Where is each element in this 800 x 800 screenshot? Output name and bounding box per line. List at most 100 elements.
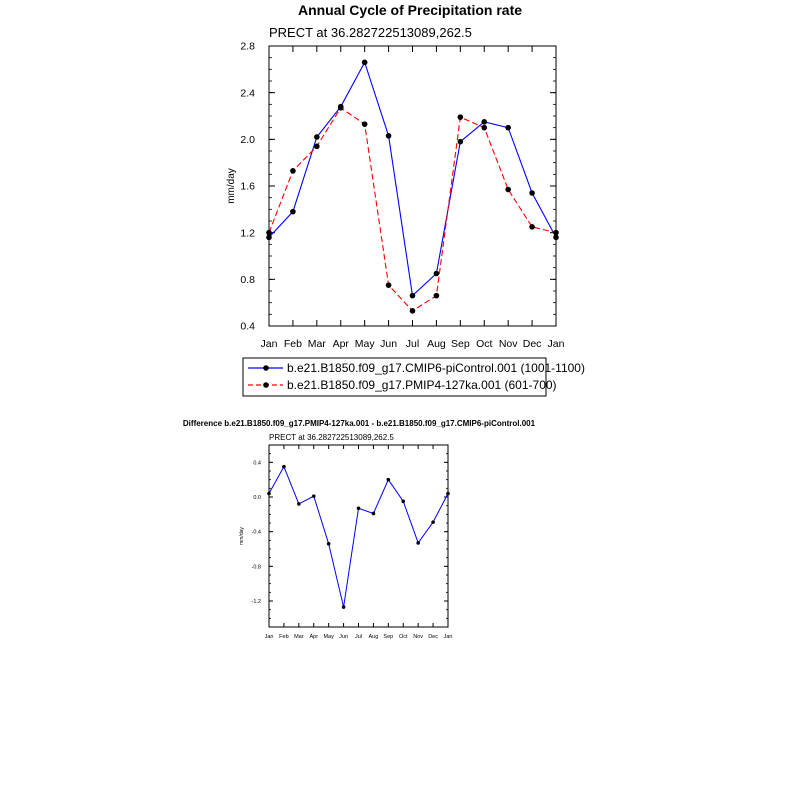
chart2-series-1-point: [416, 541, 420, 545]
chart1-series-2-point: [361, 121, 368, 127]
chart1-series-2-point: [409, 308, 416, 314]
chart2-xtick-label: May: [323, 634, 334, 640]
chart1-xtick-label: Jul: [406, 338, 419, 350]
chart2-ytick-label: -0.4: [252, 530, 261, 536]
chart2-ytick-label: 0.4: [253, 460, 261, 466]
chart1-xtick-label: Feb: [284, 338, 302, 350]
chart1-legend: b.e21.B1850.f09_g17.CMIP6-piControl.001 …: [242, 357, 585, 397]
legend-label-series-1: b.e21.B1850.f09_g17.CMIP6-piControl.001 …: [287, 361, 585, 375]
chart1-title: Annual Cycle of Precipitation rate: [298, 2, 522, 18]
chart1-xtick-label: Aug: [427, 338, 446, 350]
chart1-series-1-point: [553, 234, 559, 241]
chart1-xtick-label: Sep: [451, 338, 470, 350]
chart2-xtick-label: Jun: [339, 634, 348, 640]
chart1-series-1-point: [361, 59, 368, 66]
chart1-series-1-point: [505, 124, 511, 131]
chart2-xtick-label: Apr: [309, 634, 318, 640]
chart1-frame: [268, 45, 557, 327]
chart2-xtick-label: Aug: [369, 634, 379, 640]
chart2-series-1-point: [282, 464, 286, 469]
chart2-ytick-label: -1.2: [252, 599, 261, 605]
chart1-series-2-point: [481, 124, 488, 131]
chart2-subtitle: PRECT at 36.282722513089,262.5: [269, 433, 394, 442]
chart1-ytick-label: 2.0: [240, 134, 255, 146]
chart2-series-1-point: [356, 506, 361, 511]
chart1-ytick-label: 1.2: [240, 227, 255, 239]
chart2-series-1-point: [311, 494, 316, 498]
chart1-series-1-point: [385, 133, 392, 139]
chart2-series: [267, 464, 450, 609]
chart-difference: Difference b.e21.B1850.f09_g17.PMIP4-127…: [183, 419, 536, 640]
chart1-ytick-label: 0.4: [240, 321, 255, 333]
legend-marker-series-2: [263, 382, 269, 388]
chart1-series-2-point: [314, 143, 320, 150]
chart1-xtick-label: Nov: [499, 338, 518, 350]
chart2-ylabel: mm/day: [239, 527, 245, 545]
chart1-series-2-point: [529, 224, 535, 230]
chart1-series-2-point: [337, 105, 344, 111]
chart1-series-1-point: [529, 190, 535, 196]
chart1-series-2-point: [433, 292, 440, 299]
legend-marker-series-1: [263, 365, 269, 371]
chart2-xtick-label: Nov: [413, 634, 423, 640]
chart-annual-cycle: Annual Cycle of Precipitation rate PRECT…: [226, 2, 585, 397]
chart2-xtick-label: Jul: [355, 634, 362, 640]
chart2-xtick-label: Jan: [265, 634, 274, 640]
chart1-xtick-label: Jun: [380, 338, 397, 350]
chart2-series-1-point: [431, 520, 435, 524]
chart1-xtick-label: Jan: [261, 338, 278, 350]
chart2-series-1-point: [446, 491, 450, 496]
chart1-xtick-label: Dec: [523, 338, 542, 350]
chart2-title: Difference b.e21.B1850.f09_g17.PMIP4-127…: [183, 419, 536, 428]
chart2-xtick-label: Dec: [428, 634, 438, 640]
chart1-series-1-point: [481, 119, 488, 125]
chart1-series-1-point: [409, 292, 416, 299]
chart2-series-line-1: [268, 465, 449, 608]
chart2-series-1-point: [386, 477, 391, 482]
legend-label-series-2: b.e21.B1850.f09_g17.PMIP4-127ka.001 (601…: [287, 378, 557, 392]
chart1-series-1-point: [314, 134, 320, 140]
chart1-series-1-point: [433, 270, 440, 277]
chart1-subtitle: PRECT at 36.282722513089,262.5: [269, 25, 472, 40]
chart2-series-1-point: [401, 499, 406, 504]
chart2-xtick-label: Oct: [399, 634, 408, 640]
chart2-frame: [268, 444, 449, 628]
chart2-xtick-label: Sep: [383, 634, 393, 640]
chart2-xtick-label: Feb: [279, 634, 288, 640]
chart1-series-line-2: [268, 107, 557, 312]
chart2-xtick-label: Mar: [294, 634, 304, 640]
chart1-series-1-point: [266, 234, 272, 241]
chart1-ytick-label: 2.8: [240, 41, 255, 53]
chart1-xtick-label: Oct: [476, 338, 492, 350]
chart1-ytick-label: 0.8: [240, 274, 255, 286]
chart2-ytick-label: 0.0: [253, 495, 261, 501]
chart1-series-2-point: [385, 282, 392, 288]
chart2-series-1-point: [371, 511, 376, 516]
chart1-ylabel: mm/day: [226, 168, 237, 204]
chart2-xtick-label: Jan: [444, 634, 453, 640]
chart1-xtick-label: Jan: [548, 338, 565, 350]
chart2-series-1-point: [341, 605, 346, 609]
chart2-series-1-point: [297, 502, 301, 506]
chart1-series-1-point: [290, 208, 296, 215]
chart2-series-1-point: [267, 491, 271, 496]
legend-box: [242, 357, 547, 397]
chart1-xtick-label: Mar: [308, 338, 327, 350]
chart1-ticks: Jan Feb Mar Apr May Jun Jul Aug Sep Oct Nov Dec Jan 0…: [240, 41, 564, 350]
chart1-series-2-point: [290, 168, 296, 174]
chart2-ticks: Jan Feb Mar Apr May Jun Jul Aug Sep Oct Nov Dec Jan 0…: [252, 444, 453, 640]
chart1-ytick-label: 2.4: [240, 87, 255, 99]
chart1-series: [266, 59, 559, 314]
chart1-series-line-1: [268, 60, 557, 297]
chart1-series-2-point: [457, 114, 464, 120]
chart1-ytick-label: 1.6: [240, 181, 255, 193]
chart1-series-2-point: [553, 229, 559, 236]
chart1-xtick-label: May: [355, 338, 376, 350]
chart2-ytick-label: -0.8: [252, 564, 261, 570]
chart1-xtick-label: Apr: [333, 338, 350, 350]
chart1-series-2-point: [505, 186, 511, 193]
chart1-series-1-point: [457, 138, 464, 145]
chart2-series-1-point: [326, 542, 331, 546]
chart1-series-2-point: [266, 229, 272, 236]
